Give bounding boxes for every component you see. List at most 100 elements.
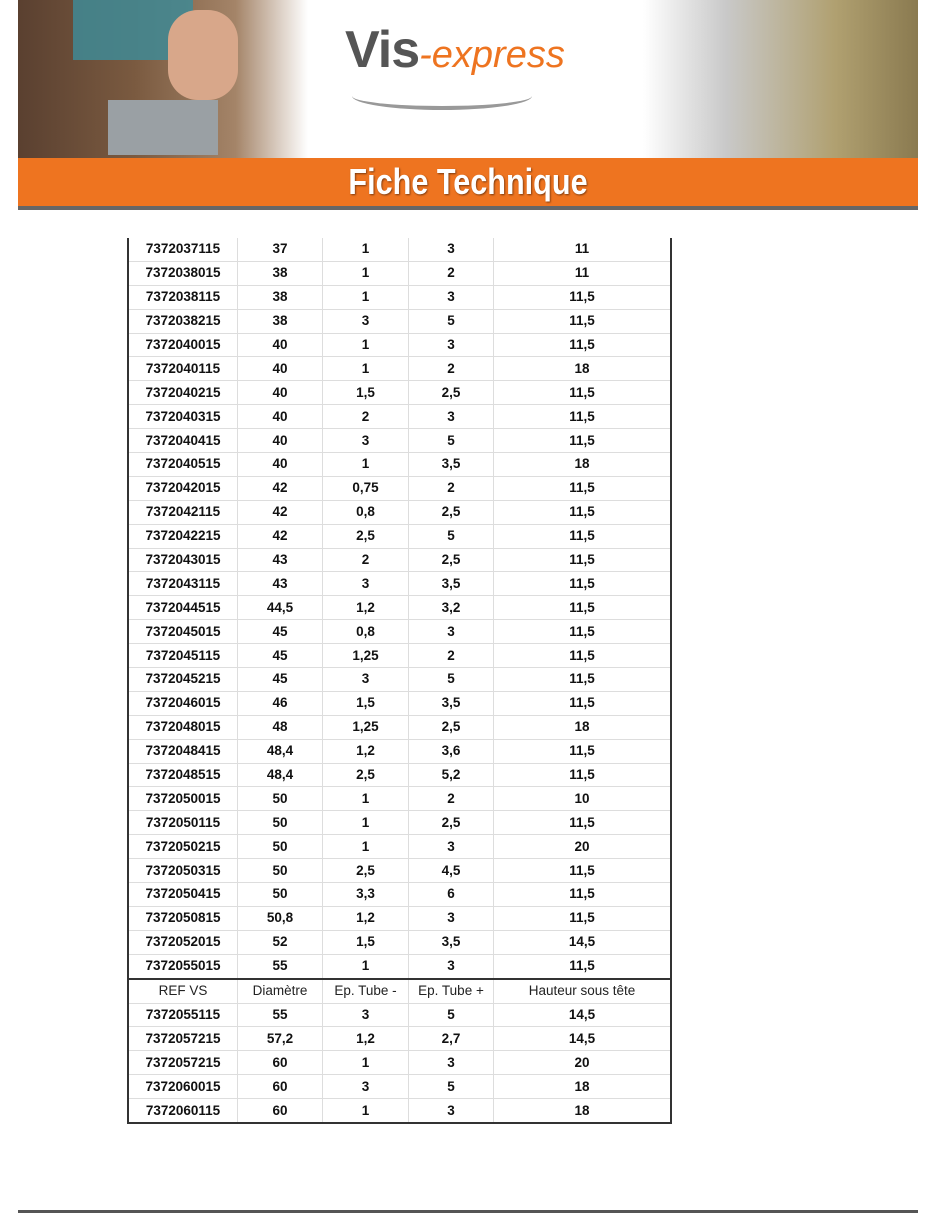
table-cell: 3 bbox=[408, 238, 494, 262]
table-row: 7372040115 40 1 2 18 bbox=[128, 356, 671, 382]
table-cell: 7372044515 bbox=[128, 595, 238, 621]
table-cell: 11,5 bbox=[493, 810, 671, 836]
table-cell: 18 bbox=[493, 1074, 671, 1100]
table-cell: 43 bbox=[237, 548, 323, 573]
table-cell: 1,2 bbox=[322, 1026, 409, 1052]
table-cell: 2 bbox=[408, 261, 494, 286]
table-row: 7372040515 40 1 3,5 18 bbox=[128, 452, 671, 477]
table-cell: 3 bbox=[408, 1050, 494, 1076]
table-cell: 5 bbox=[408, 309, 494, 334]
table-cell: 44,5 bbox=[237, 595, 323, 621]
table-cell: 50 bbox=[237, 858, 323, 884]
table-cell: 11,5 bbox=[493, 595, 671, 621]
table-cell: REF VS bbox=[128, 977, 238, 1004]
table-cell: 7372050815 bbox=[128, 906, 238, 931]
table-cell: 10 bbox=[493, 786, 671, 812]
table-cell: 50 bbox=[237, 810, 323, 836]
table-cell: 11,5 bbox=[493, 404, 671, 430]
table-row: 7372043115 43 3 3,5 11,5 bbox=[128, 571, 671, 597]
table-cell: 2,7 bbox=[408, 1026, 494, 1052]
table-cell: 11,5 bbox=[493, 619, 671, 645]
table-cell: 3 bbox=[408, 619, 494, 645]
table-cell: 11,5 bbox=[493, 691, 671, 716]
table-cell: 7372055015 bbox=[128, 954, 238, 980]
table-cell: 2 bbox=[322, 404, 409, 430]
logo-swoosh bbox=[352, 82, 532, 110]
page-title: Fiche Technique bbox=[348, 161, 588, 202]
table-cell: 6 bbox=[408, 882, 494, 907]
table-cell: 7372043015 bbox=[128, 548, 238, 573]
table-row: 7372045115 45 1,25 2 11,5 bbox=[128, 643, 671, 669]
table-cell: 3 bbox=[322, 1074, 409, 1100]
table-cell: 2 bbox=[408, 786, 494, 812]
table-cell: 7372038215 bbox=[128, 309, 238, 334]
table-cell: 42 bbox=[237, 524, 323, 549]
table-cell: 38 bbox=[237, 261, 323, 286]
table-cell: 60 bbox=[237, 1050, 323, 1076]
table-cell: 2 bbox=[408, 356, 494, 382]
table-cell: 5 bbox=[408, 667, 494, 692]
table-row: 7372044515 44,5 1,2 3,2 11,5 bbox=[128, 595, 671, 621]
table-cell: 42 bbox=[237, 500, 323, 525]
table-cell: 18 bbox=[493, 715, 671, 740]
table-cell: 40 bbox=[237, 452, 323, 477]
table-cell: 43 bbox=[237, 571, 323, 597]
table-cell: 18 bbox=[493, 452, 671, 477]
table-row: 7372060115 60 1 3 18 bbox=[128, 1098, 671, 1124]
table-cell: 7372045015 bbox=[128, 619, 238, 645]
table-cell: 7372057215 bbox=[128, 1026, 238, 1052]
table-cell: 7372040215 bbox=[128, 380, 238, 406]
table-cell: 3 bbox=[408, 954, 494, 980]
table-cell: 45 bbox=[237, 619, 323, 645]
table-row: 7372040215 40 1,5 2,5 11,5 bbox=[128, 380, 671, 406]
table-cell: 1,5 bbox=[322, 691, 409, 716]
table-cell: 7372038115 bbox=[128, 285, 238, 310]
table-cell: 1 bbox=[322, 786, 409, 812]
table-cell: 7372042115 bbox=[128, 500, 238, 525]
header-banner bbox=[18, 0, 918, 158]
table-cell: 11,5 bbox=[493, 285, 671, 310]
table-cell: 60 bbox=[237, 1074, 323, 1100]
table-cell: 1 bbox=[322, 834, 409, 860]
table-row: 7372050015 50 1 2 10 bbox=[128, 786, 671, 812]
title-bar: Fiche Technique bbox=[18, 158, 918, 206]
table-cell: 5 bbox=[408, 1003, 494, 1028]
table-cell: 11,5 bbox=[493, 309, 671, 334]
table-cell: 11,5 bbox=[493, 524, 671, 549]
table-row: 7372038115 38 1 3 11,5 bbox=[128, 285, 671, 310]
table-cell: 2,5 bbox=[408, 548, 494, 573]
table-cell: 2,5 bbox=[408, 380, 494, 406]
table-row: 7372040315 40 2 3 11,5 bbox=[128, 404, 671, 430]
table-cell: 1 bbox=[322, 238, 409, 262]
table-cell: 7372038015 bbox=[128, 261, 238, 286]
table-row: 7372050315 50 2,5 4,5 11,5 bbox=[128, 858, 671, 884]
table-cell: 2 bbox=[408, 476, 494, 501]
table-cell: 5 bbox=[408, 1074, 494, 1100]
table-row: 7372055115 55 3 5 14,5 bbox=[128, 1003, 671, 1028]
table-cell: 7372045115 bbox=[128, 643, 238, 669]
table-cell: 2 bbox=[408, 643, 494, 669]
table-cell: 42 bbox=[237, 476, 323, 501]
screws-photo bbox=[643, 0, 918, 158]
table-cell: 40 bbox=[237, 404, 323, 430]
table-cell: 50,8 bbox=[237, 906, 323, 931]
table-cell: 2,5 bbox=[322, 763, 409, 788]
table-cell: 7372040415 bbox=[128, 428, 238, 454]
spec-table: 7372037115 37 1 3 11 7372038015 38 1 2 11 73720381… bbox=[127, 238, 672, 1124]
table-cell: 7372048415 bbox=[128, 739, 238, 764]
table-cell: 7372040315 bbox=[128, 404, 238, 430]
table-cell: 11,5 bbox=[493, 906, 671, 931]
table-cell: 52 bbox=[237, 930, 323, 955]
table-cell: 7372040015 bbox=[128, 333, 238, 358]
table-cell: 7372057215 bbox=[128, 1050, 238, 1076]
table-row: 7372057215 57,2 1,2 2,7 14,5 bbox=[128, 1026, 671, 1052]
table-cell: 37 bbox=[237, 238, 323, 262]
table-row: 7372045215 45 3 5 11,5 bbox=[128, 667, 671, 692]
table-cell: 1,25 bbox=[322, 715, 409, 740]
table-cell: 3 bbox=[408, 1098, 494, 1124]
table-cell: 11,5 bbox=[493, 739, 671, 764]
table-cell: 50 bbox=[237, 882, 323, 907]
table-cell: 7372060015 bbox=[128, 1074, 238, 1100]
table-cell: 3 bbox=[322, 428, 409, 454]
table-cell: 11,5 bbox=[493, 428, 671, 454]
